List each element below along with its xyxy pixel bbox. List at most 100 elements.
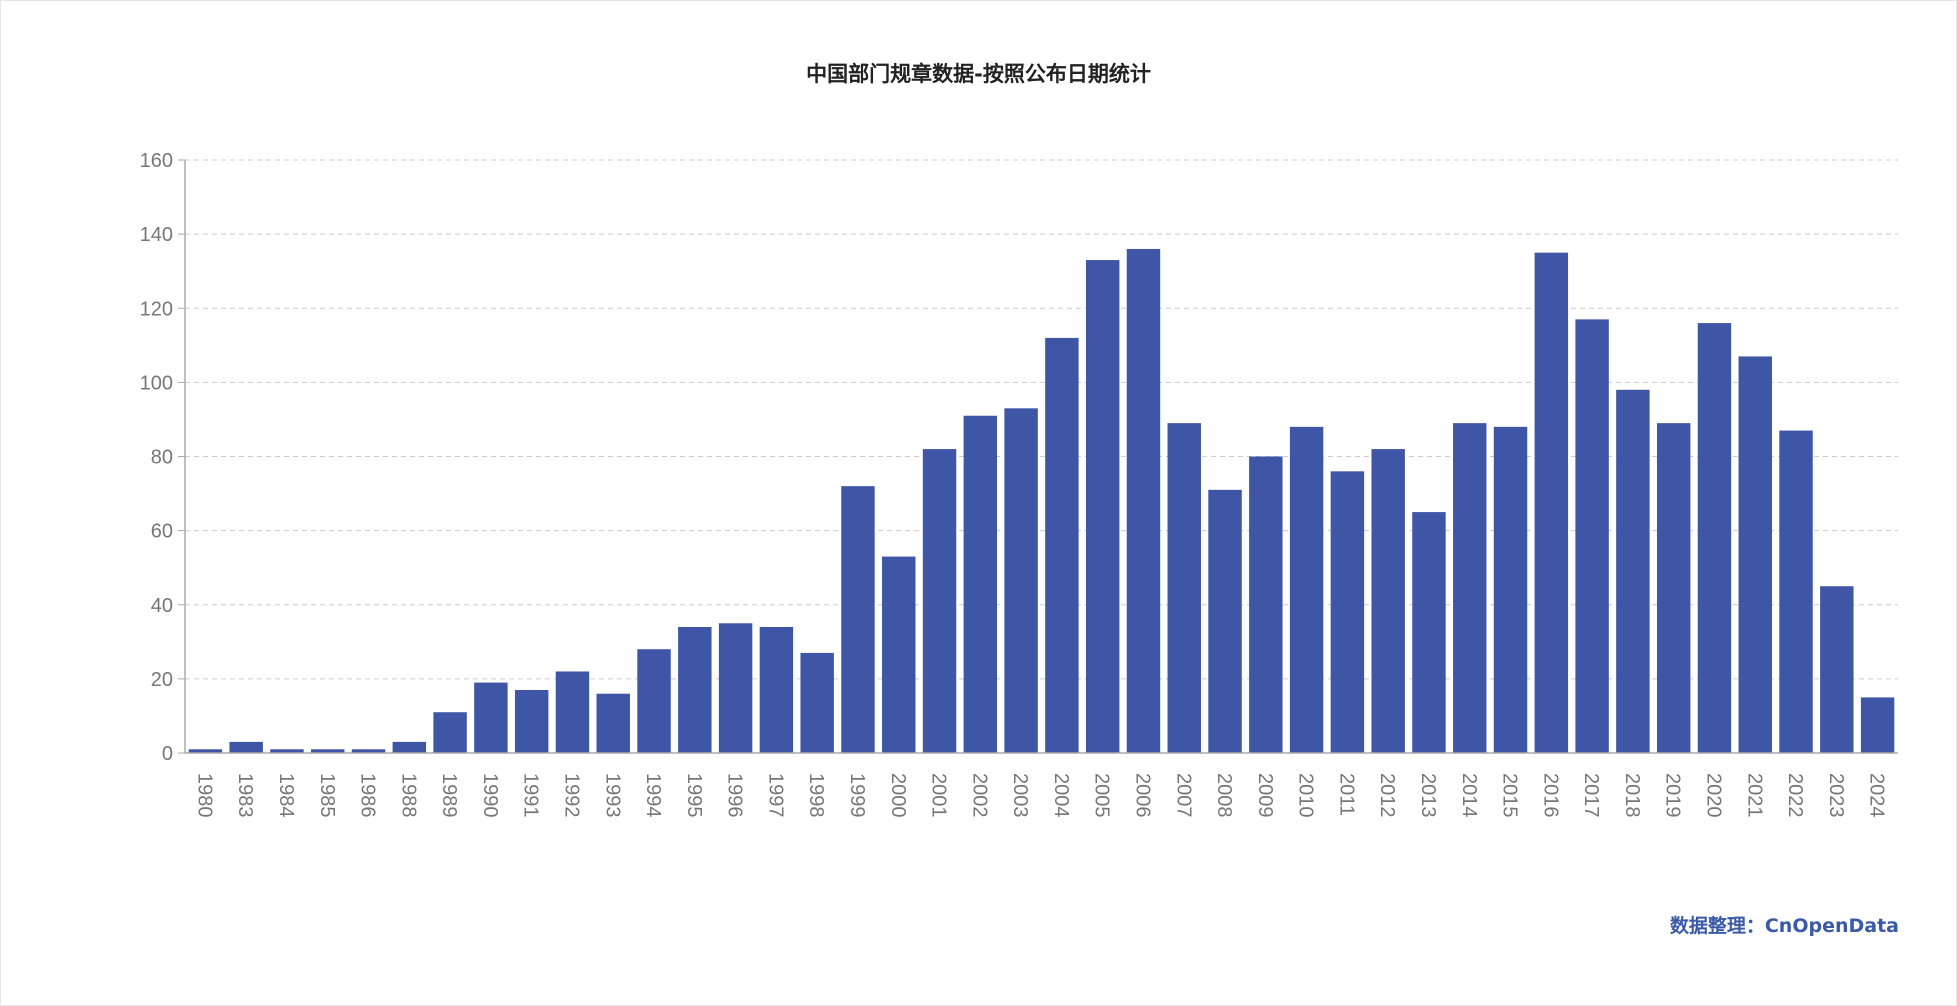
bar-1986 [351, 749, 386, 753]
bar-2009 [1249, 456, 1283, 753]
bar-2018 [1616, 389, 1650, 753]
bar-1999 [841, 486, 875, 753]
y-tick-label-0: 0 [162, 743, 173, 765]
x-tick-label-2008: 2008 [1213, 773, 1235, 818]
y-tick-label-80: 80 [151, 447, 173, 469]
bar-2015 [1493, 426, 1528, 753]
x-tick-label-1998: 1998 [805, 773, 827, 818]
x-tick-label-1988: 1988 [397, 773, 419, 818]
bar-2017 [1575, 319, 1609, 753]
x-tick-label-2016: 2016 [1539, 773, 1561, 818]
y-tick-label-140: 140 [140, 224, 173, 246]
x-tick-label-2004: 2004 [1050, 773, 1072, 818]
x-tick-label-1991: 1991 [520, 773, 542, 818]
bar-2000 [882, 556, 916, 753]
x-tick-label-2015: 2015 [1499, 773, 1521, 818]
x-tick-label-2001: 2001 [928, 773, 950, 818]
x-tick-label-1992: 1992 [560, 773, 582, 818]
x-tick-label-2010: 2010 [1295, 773, 1317, 818]
bar-1990 [474, 682, 508, 753]
bar-2006 [1126, 248, 1161, 753]
bar-1993 [596, 693, 630, 753]
bar-1989 [433, 712, 467, 753]
bar-1985 [311, 749, 345, 753]
bar-2001 [922, 449, 957, 753]
y-tick-label-160: 160 [140, 150, 173, 172]
bar-2019 [1656, 423, 1691, 753]
x-tick-label-1984: 1984 [275, 773, 297, 818]
x-tick-label-1997: 1997 [764, 773, 786, 818]
bar-2005 [1085, 260, 1120, 753]
grid-lines [185, 159, 1898, 680]
bar-2012 [1371, 449, 1405, 753]
x-tick-label-2019: 2019 [1662, 773, 1684, 818]
axes [178, 159, 1898, 754]
x-tick-label-2002: 2002 [968, 773, 990, 818]
x-tick-label-1980: 1980 [193, 773, 215, 818]
x-tick-label-1985: 1985 [316, 773, 338, 818]
bar-2024 [1860, 697, 1895, 753]
x-tick-label-2022: 2022 [1784, 773, 1806, 818]
x-tick-label-2003: 2003 [1009, 773, 1031, 818]
x-tick-label-2005: 2005 [1091, 773, 1113, 818]
x-tick-label-2020: 2020 [1702, 773, 1724, 818]
y-tick-label-20: 20 [151, 669, 173, 691]
bars [188, 248, 1895, 753]
bar-2022 [1779, 430, 1813, 753]
bar-1997 [759, 626, 794, 753]
bar-1992 [555, 671, 590, 753]
bar-2023 [1820, 586, 1854, 753]
x-tick-label-1990: 1990 [479, 773, 501, 818]
bar-1995 [678, 626, 712, 753]
bar-2011 [1330, 471, 1365, 753]
chart-title: 中国部门规章数据-按照公布日期统计 [806, 62, 1151, 86]
bar-1983 [229, 741, 263, 753]
x-tick-label-1993: 1993 [601, 773, 623, 818]
data-credit: 数据整理：CnOpenData [1669, 915, 1899, 937]
bar-2004 [1045, 337, 1079, 753]
x-tick-label-2009: 2009 [1254, 773, 1276, 818]
y-tick-label-60: 60 [151, 521, 173, 543]
x-tick-label-2007: 2007 [1172, 773, 1194, 818]
x-tick-label-2024: 2024 [1866, 773, 1888, 818]
x-tick-label-1996: 1996 [724, 773, 746, 818]
bar-1980 [188, 749, 223, 753]
bar-2013 [1412, 512, 1446, 753]
y-tick-labels: 0 20 40 60 80 100 120 140 160 [140, 150, 173, 765]
x-tick-label-2000: 2000 [887, 773, 909, 818]
x-tick-label-2006: 2006 [1131, 773, 1153, 818]
bar-1996 [718, 623, 753, 753]
x-tick-label-1983: 1983 [234, 773, 256, 818]
x-tick-label-1989: 1989 [438, 773, 460, 818]
y-tick-label-120: 120 [140, 298, 173, 320]
bar-1984 [270, 749, 304, 753]
bar-2003 [1004, 408, 1038, 753]
x-tick-label-2023: 2023 [1825, 773, 1847, 818]
bar-2020 [1697, 323, 1732, 753]
x-tick-labels: 1980 1983 1984 1985 1986 1988 1989 1990 1991 1992… [193, 773, 1887, 818]
bar-1998 [800, 652, 834, 753]
x-tick-label-1999: 1999 [846, 773, 868, 818]
bar-2014 [1453, 423, 1487, 753]
bar-2016 [1534, 252, 1569, 753]
bar-1988 [392, 741, 427, 753]
bar-2021 [1738, 356, 1772, 753]
bar-1994 [637, 649, 671, 753]
bar-2008 [1208, 489, 1242, 753]
x-tick-label-2012: 2012 [1376, 773, 1398, 818]
x-tick-label-1995: 1995 [683, 773, 705, 818]
bar-1991 [514, 689, 549, 753]
x-tick-label-2018: 2018 [1621, 773, 1643, 818]
x-tick-label-2013: 2013 [1417, 773, 1439, 818]
x-tick-label-1986: 1986 [357, 773, 379, 818]
x-tick-label-2014: 2014 [1458, 773, 1480, 818]
y-tick-label-40: 40 [151, 595, 173, 617]
bar-2007 [1167, 423, 1201, 753]
x-tick-label-2021: 2021 [1743, 773, 1765, 818]
bar-2010 [1289, 426, 1324, 753]
bar-2002 [963, 415, 998, 753]
x-tick-label-2011: 2011 [1335, 773, 1357, 816]
x-tick-label-1994: 1994 [642, 773, 664, 818]
x-tick-label-2017: 2017 [1580, 773, 1602, 818]
